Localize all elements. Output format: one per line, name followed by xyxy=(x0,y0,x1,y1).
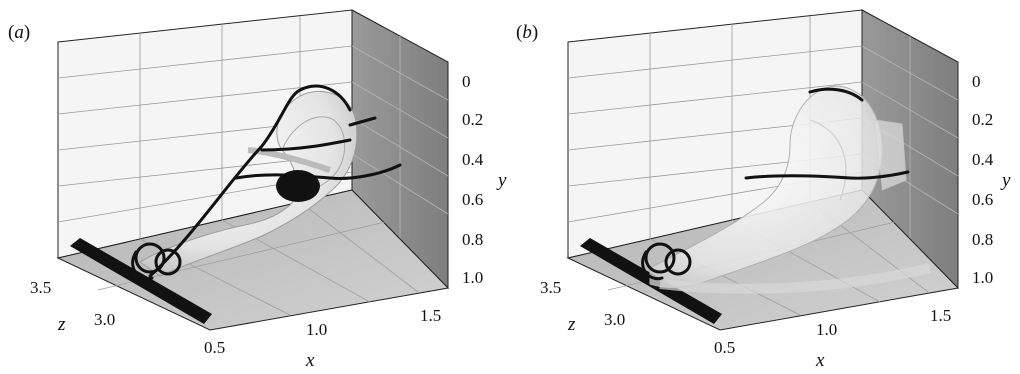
y-tick-1: 0.2 xyxy=(462,110,484,129)
y-tick-4: 0.8 xyxy=(972,230,994,249)
vortex-surface xyxy=(139,90,358,277)
y-tick-3: 0.6 xyxy=(462,190,484,209)
z-tick-1: 3.0 xyxy=(94,310,116,329)
x-tick-2: 1.5 xyxy=(930,306,952,325)
y-tick-2: 0.4 xyxy=(972,150,994,169)
z-tick-0: 3.5 xyxy=(30,278,52,297)
x-axis-name: x xyxy=(816,350,825,371)
ground-plate xyxy=(70,238,212,324)
y-axis-name: y xyxy=(1002,170,1011,191)
vortex-surface xyxy=(649,85,932,294)
y-tick-1: 0.2 xyxy=(972,110,994,129)
x-tick-0: 0.5 xyxy=(714,338,736,357)
panel-a-plot xyxy=(56,9,450,331)
panel-a: (a) 0 0.2 0.4 0.6 0.8 1.0 y 3.5 3.0 z 0.… xyxy=(8,9,507,371)
y-tick-0: 0 xyxy=(462,72,471,91)
z-tick-1: 3.0 xyxy=(604,310,626,329)
z-tick-0: 3.5 xyxy=(540,278,562,297)
x-tick-1: 1.0 xyxy=(816,320,838,339)
panel-a-label: (a) xyxy=(8,22,31,43)
y-tick-5: 1.0 xyxy=(462,268,484,287)
y-axis-name: y xyxy=(498,170,507,191)
vortex-core-blob xyxy=(276,170,320,202)
x-tick-0: 0.5 xyxy=(204,338,226,357)
z-axis-name: z xyxy=(568,314,576,335)
x-axis-name: x xyxy=(306,350,315,371)
z-axis-name: z xyxy=(58,314,66,335)
vortex-lines xyxy=(131,84,402,281)
x-tick-2: 1.5 xyxy=(420,306,442,325)
y-tick-2: 0.4 xyxy=(462,150,484,169)
y-tick-3: 0.6 xyxy=(972,190,994,209)
x-tick-1: 1.0 xyxy=(306,320,328,339)
panel-b-plot xyxy=(566,9,960,331)
y-tick-0: 0 xyxy=(972,72,981,91)
vortex-lines xyxy=(641,87,910,281)
y-tick-5: 1.0 xyxy=(972,268,994,287)
panel-b-label: (b) xyxy=(516,22,539,43)
y-tick-4: 0.8 xyxy=(462,230,484,249)
side-wall-grid xyxy=(351,36,449,239)
panel-b: (b) 0 0.2 0.4 0.6 0.8 1.0 y 3.5 3.0 z 0.… xyxy=(510,0,1020,374)
